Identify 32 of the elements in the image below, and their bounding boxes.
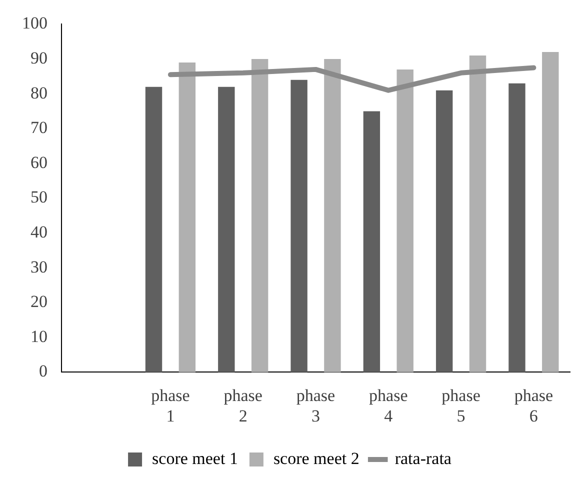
bar [218,86,235,372]
y-tick-label: 70 [30,118,48,138]
y-tick-label: 10 [30,326,48,346]
bar [436,90,453,372]
bar [324,59,341,372]
bar [508,83,526,372]
y-tick-label: 40 [30,222,48,242]
y-tick-label: 80 [30,83,48,102]
y-tick-label: 50 [30,188,48,207]
bar [363,111,380,372]
y-tick-label: 20 [30,292,48,312]
y-tick-label: 0 [39,362,48,381]
bar [145,86,162,372]
y-tick-label: 100 [22,14,48,33]
bar [290,80,308,372]
x-tick-label: phase 6 [514,386,554,426]
bar [542,52,559,372]
bar [396,69,414,372]
y-tick-label: 30 [30,257,48,276]
x-tick-label: phase 3 [296,386,336,426]
y-tick-label: 60 [30,152,48,172]
x-tick-label: phase 1 [151,386,190,426]
x-tick-label: phase 5 [442,386,480,426]
bar [251,59,268,372]
y-tick-label: 90 [30,48,48,68]
legend-label: rata-rata [394,448,452,468]
legend-label: score meet 2 [273,448,360,468]
bar [469,56,486,372]
legend-label: score meet 1 [152,448,238,468]
bar [178,62,196,372]
x-tick-label: phase 2 [224,386,262,426]
x-tick-label: phase 4 [369,386,408,426]
